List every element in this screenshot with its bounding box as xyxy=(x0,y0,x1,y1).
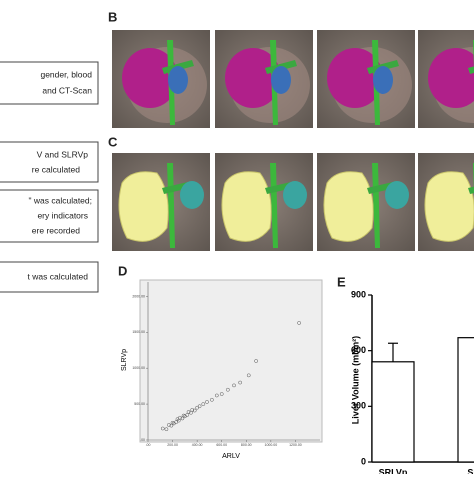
render-image xyxy=(111,152,211,252)
y-tick-label: 600 xyxy=(351,345,366,355)
y-tick-label: 2000.00 xyxy=(132,294,145,298)
scatter-point xyxy=(167,423,171,427)
y-axis-label: Liver Volume (ml/m²) xyxy=(350,336,360,424)
scatter-point xyxy=(254,359,258,363)
scatter-point xyxy=(238,380,242,385)
scatter-point xyxy=(246,373,251,378)
bar xyxy=(371,361,415,463)
scatter-point xyxy=(226,387,230,392)
scatter-point xyxy=(192,408,197,413)
x-tick-label: SRLVp xyxy=(379,467,408,474)
render-image xyxy=(317,30,415,128)
x-tick-label: 600.00 xyxy=(216,443,227,447)
x-axis-label: ARLV xyxy=(222,453,240,460)
scatter-point xyxy=(219,392,224,396)
scatter-point xyxy=(164,427,169,432)
scatter-point xyxy=(197,404,202,409)
flowchart: gender, blood and CT-Scan V and SLRVp re… xyxy=(0,61,99,293)
flow-box xyxy=(0,189,99,243)
x-tick-label: 200.00 xyxy=(167,443,178,447)
x-tick-label: SRLV xyxy=(467,467,474,474)
y-tick-label: .00 xyxy=(140,438,145,442)
y-tick-label: 1500.00 xyxy=(132,330,145,334)
panel-label: B xyxy=(108,9,117,24)
flow-text: and CT-Scan xyxy=(42,85,92,95)
x-tick-label: 1200.00 xyxy=(289,443,302,447)
render-image xyxy=(214,152,314,252)
x-tick-label: 400.00 xyxy=(192,443,203,447)
bar xyxy=(457,337,474,463)
scatter-point xyxy=(210,397,214,402)
flow-text: gender, blood xyxy=(40,69,92,79)
render-image xyxy=(418,30,474,128)
flow-box xyxy=(0,141,99,183)
scatter-point xyxy=(160,426,165,431)
render-image xyxy=(215,30,313,128)
flow-text: t was calculated xyxy=(28,271,89,281)
scatter-point xyxy=(186,410,191,414)
scatter-point xyxy=(297,321,301,325)
panel-label: C xyxy=(108,134,118,149)
scatter-point xyxy=(205,400,209,404)
panel-label: D xyxy=(118,263,127,278)
render-row-b xyxy=(112,30,474,128)
y-tick-label: 300 xyxy=(351,401,366,411)
scatter-frame xyxy=(139,279,323,443)
flow-text: V and SLRVp xyxy=(37,149,89,159)
flow-text: " was calculated; xyxy=(29,195,93,205)
panel-label: E xyxy=(337,274,346,289)
render-image xyxy=(112,30,210,128)
flow-text: ere recorded xyxy=(32,225,80,235)
flow-box xyxy=(0,61,99,105)
scatter-point xyxy=(214,393,219,398)
x-tick-label: .00 xyxy=(146,443,151,447)
y-tick-label: 0 xyxy=(361,456,366,466)
y-tick-label: 500.00 xyxy=(134,402,145,406)
render-image xyxy=(417,152,474,252)
scatter-point xyxy=(190,407,195,412)
flow-text: re calculated xyxy=(32,164,80,174)
scatter-point xyxy=(232,383,236,388)
flow-box xyxy=(0,261,99,293)
scatter-point xyxy=(201,402,206,406)
scatter-point xyxy=(178,415,182,420)
y-axis-label: SLRVp xyxy=(121,349,128,371)
flow-text: ery indicators xyxy=(37,210,88,220)
y-tick-label: 900 xyxy=(351,289,366,299)
x-tick-label: 1000.00 xyxy=(265,443,278,447)
x-tick-label: 800.00 xyxy=(241,443,252,447)
y-tick-label: 1000.00 xyxy=(132,366,145,370)
render-image xyxy=(316,152,416,252)
render-row-c xyxy=(111,152,474,252)
